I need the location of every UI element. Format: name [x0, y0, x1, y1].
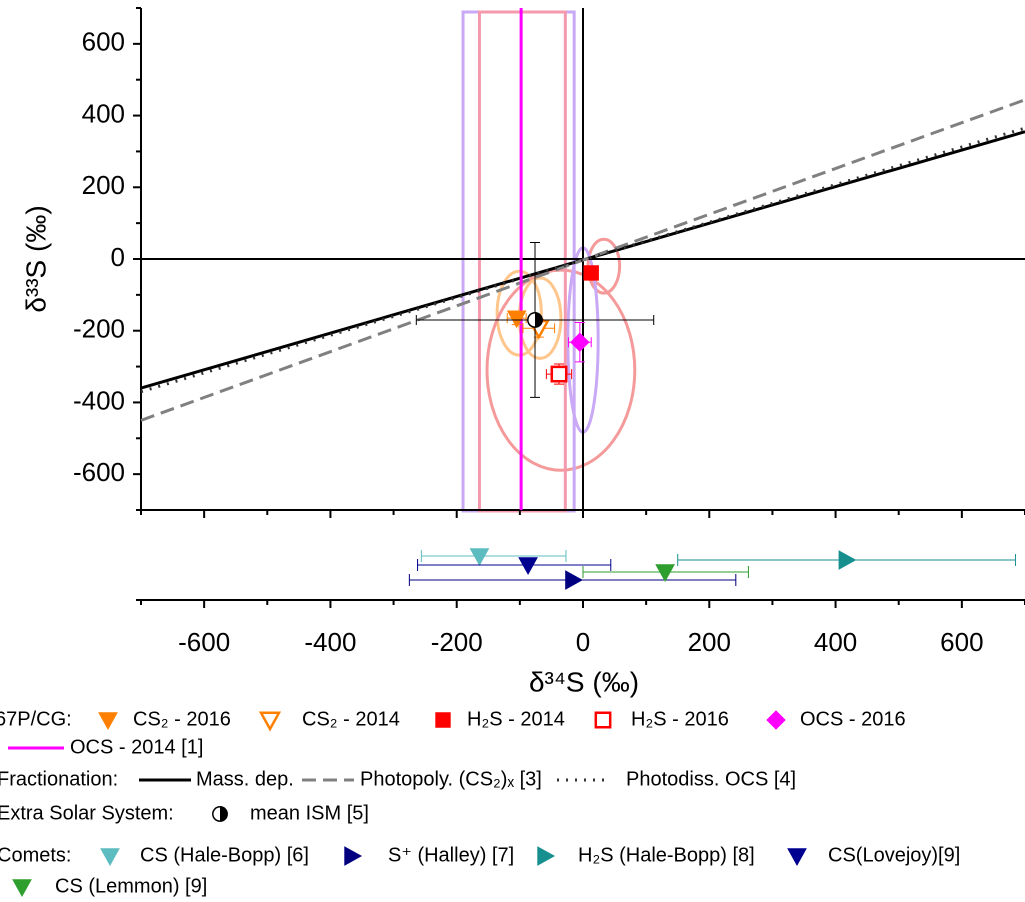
- legend-marker: [766, 710, 786, 730]
- x-tick-label: -400: [304, 627, 356, 657]
- marker: [570, 332, 590, 352]
- legend-label: Mass. dep.: [196, 768, 294, 790]
- legend-label: CS₂ - 2014: [302, 708, 400, 730]
- legend-label: CS (Lemmon) [9]: [55, 875, 207, 897]
- legend-group-title: Fractionation:: [0, 768, 118, 790]
- fractionation-line: [140, 98, 1025, 422]
- legend-label: CS (Hale-Bopp) [6]: [140, 844, 309, 866]
- marker: [655, 564, 675, 583]
- marker: [518, 557, 538, 576]
- marker: [838, 550, 857, 570]
- marker: [506, 310, 527, 329]
- marker: [469, 548, 490, 567]
- uncertainty-ellipse: [485, 268, 637, 472]
- legend-label: S⁺ (Halley) [7]: [388, 844, 514, 866]
- legend-marker: [212, 806, 228, 822]
- marker: [550, 365, 568, 383]
- legend-label: Photopoly. (CS₂)ₓ [3]: [360, 768, 542, 790]
- x-tick-label: -600: [178, 627, 230, 657]
- legend-label: Photodiss. OCS [4]: [626, 768, 796, 790]
- x-axis-label: δ³⁴S (‰): [529, 666, 639, 697]
- legend-marker: [787, 848, 807, 867]
- uncertainty-ellipse: [495, 269, 543, 357]
- y-tick-label: -400: [73, 385, 125, 415]
- x-tick-label: 0: [576, 627, 590, 657]
- y-tick-label: 600: [82, 27, 125, 57]
- legend-label: OCS - 2014 [1]: [70, 736, 203, 758]
- y-tick-label: -200: [73, 314, 125, 344]
- marker: [583, 265, 599, 281]
- legend-label: H₂S - 2016: [631, 708, 729, 730]
- y-tick-label: -600: [73, 457, 125, 487]
- legend-label: CS₂ - 2016: [133, 708, 231, 730]
- legend-label: CS(Lovejoy)[9]: [828, 844, 960, 866]
- error-bar-x: [420, 550, 567, 562]
- x-tick-label: 200: [688, 627, 731, 657]
- marker: [527, 312, 543, 328]
- y-tick-label: 400: [82, 98, 125, 128]
- legend-marker: [100, 848, 120, 867]
- legend-label: H₂S - 2014: [467, 708, 565, 730]
- y-axis-label: δ³³S (‰): [20, 205, 51, 312]
- marker-half: [535, 312, 543, 328]
- legend-marker: [12, 879, 32, 898]
- x-tick-label: -200: [431, 627, 483, 657]
- legend-group-title: Comets:: [0, 844, 71, 866]
- legend-marker: [435, 712, 451, 728]
- legend-label: OCS - 2016: [800, 708, 906, 730]
- legend-marker: [344, 846, 363, 866]
- legend-group-title: Extra Solar System:: [0, 802, 174, 824]
- legend-marker: [594, 711, 612, 729]
- x-tick-label: 600: [940, 627, 983, 657]
- error-bar-x: [417, 559, 612, 571]
- legend-marker: [98, 712, 118, 731]
- x-tick-label: 400: [814, 627, 857, 657]
- legend-label: H₂S (Hale-Bopp) [8]: [578, 844, 755, 866]
- fractionation-line: [140, 126, 1025, 394]
- legend-label: mean ISM [5]: [250, 802, 369, 824]
- legend-marker: [258, 711, 282, 732]
- legend-group-title: 67P/CG:: [0, 708, 72, 730]
- marker-half: [220, 806, 228, 822]
- legend-marker: [537, 846, 556, 866]
- marker: [565, 570, 583, 590]
- y-tick-label: 0: [111, 242, 125, 272]
- y-tick-label: 200: [82, 170, 125, 200]
